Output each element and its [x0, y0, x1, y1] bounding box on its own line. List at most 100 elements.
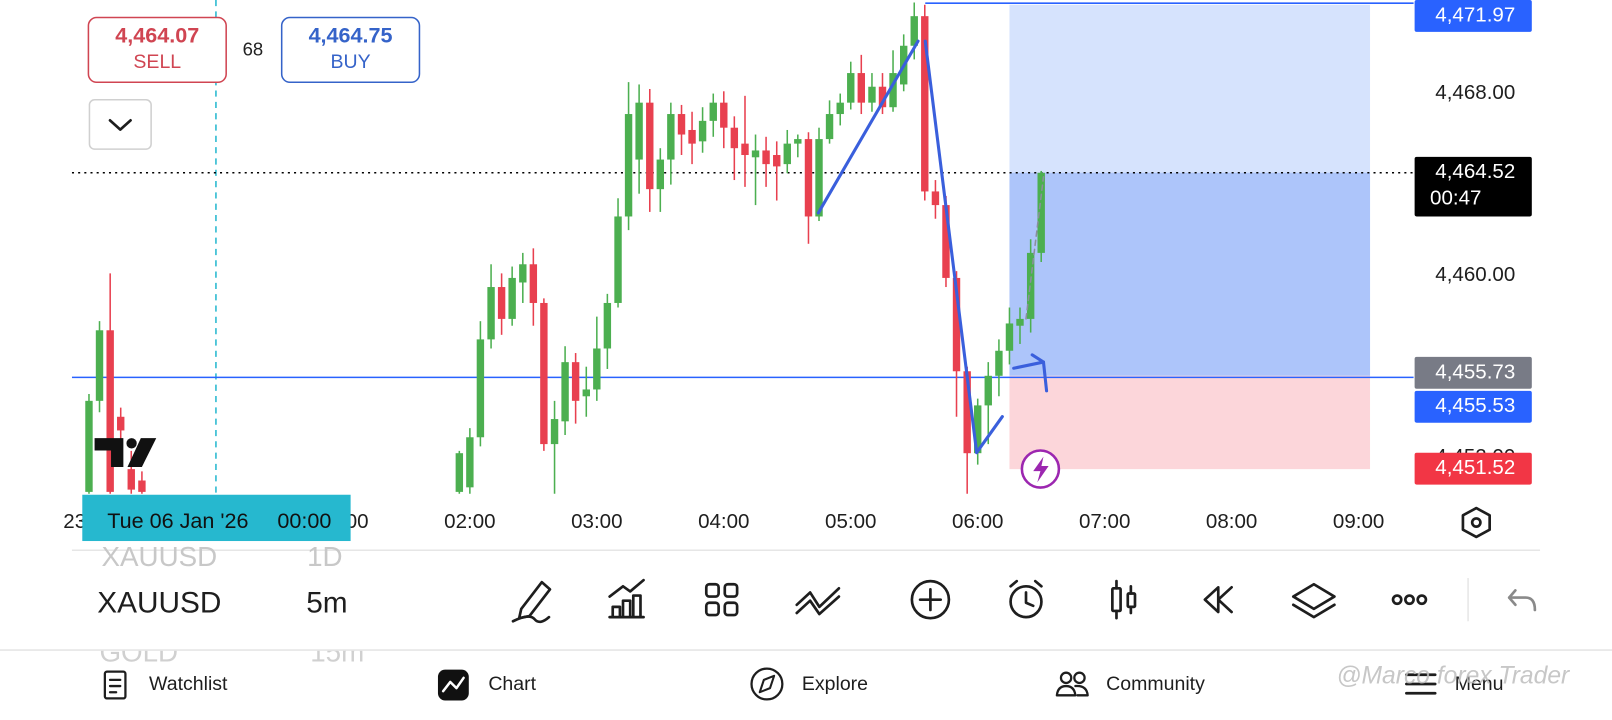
price-tag-label: 4,455.53 [1435, 394, 1515, 417]
price-tag [1414, 356, 1532, 389]
candle-body [95, 330, 104, 401]
candle-body [593, 348, 601, 390]
countdown: 00:47 [1430, 186, 1481, 209]
price-tag-label: 4,455.73 [1435, 360, 1515, 383]
x-tick-label: 04:00 [698, 510, 749, 533]
draw-tool[interactable] [511, 580, 552, 624]
price-lines [71, 2, 1414, 379]
symbol-picker[interactable]: XAUUSD 1D XAUUSD 5m GOLD 15m [61, 541, 473, 668]
candle-body [582, 389, 590, 397]
x-tick-label: 08:00 [1206, 510, 1257, 533]
nav-label: Chart [488, 673, 536, 695]
candle-body [529, 264, 538, 303]
candle-body [550, 419, 559, 445]
y-tick-label: 4,460.00 [1435, 263, 1515, 286]
buy-button[interactable] [280, 16, 421, 84]
price-tags: 4,471.97 4,464.52 00:47 4,455.73 4,455.53 4,4… [1414, 0, 1532, 485]
crosshair-time: 00:00 [277, 508, 331, 533]
sell-label: SELL [133, 51, 181, 73]
candle-body [603, 302, 612, 349]
buy-price: 4,464.75 [309, 23, 393, 48]
symbol: XAUUSD [97, 587, 221, 620]
nav-menu[interactable]: Menu [1405, 673, 1504, 695]
add-tool[interactable] [910, 579, 951, 620]
candle-body [974, 405, 982, 454]
replay-tool[interactable] [1203, 585, 1233, 614]
x-tick-label: 06:00 [952, 510, 1003, 533]
undo-tool[interactable] [1507, 589, 1537, 612]
candle-body [931, 191, 940, 206]
trend-line [975, 415, 1004, 455]
candle-body [624, 114, 633, 217]
trend-line [923, 39, 979, 455]
interval: 1D [307, 541, 342, 572]
settings-icon[interactable] [1461, 506, 1491, 539]
objects-tool[interactable] [1291, 582, 1336, 619]
candle-body [836, 102, 844, 115]
candle-body [751, 150, 760, 158]
nav-community[interactable]: Community [1055, 671, 1205, 697]
candle-body [730, 127, 739, 149]
candle-body [804, 139, 813, 217]
price-tag [1414, 156, 1532, 217]
spread: 68 [243, 38, 264, 59]
nav-chart[interactable]: Chart [437, 669, 537, 701]
collapse-button[interactable] [88, 98, 152, 150]
candle-body [720, 102, 728, 128]
arrow [1012, 360, 1046, 370]
trend-line [816, 39, 920, 215]
candle-body [519, 264, 527, 283]
candle-body [455, 453, 464, 492]
patterns-tool[interactable] [795, 587, 841, 616]
alert-tool[interactable] [1009, 579, 1043, 619]
nav-label: Community [1106, 673, 1205, 695]
candle-body [921, 16, 929, 192]
candle-body [476, 339, 485, 438]
candle-body [963, 371, 971, 454]
candle-body [942, 205, 950, 278]
candle-body [656, 159, 665, 190]
watermark: @Marco forex Trader [1336, 662, 1571, 689]
x-tick-label: 05:00 [825, 510, 876, 533]
candle-body [138, 480, 146, 492]
x-tick-label: 02:00 [444, 510, 495, 533]
x-tick-label: 07:00 [1079, 510, 1130, 533]
lightning-button[interactable] [1020, 449, 1061, 489]
candle-body [698, 120, 707, 142]
loss-zone [1009, 375, 1371, 470]
profit-filled [1009, 172, 1371, 376]
axes: 4,468.004,460.004,452.0023:0001:0002:000… [63, 81, 1515, 542]
candle-body [762, 150, 770, 165]
nav-label: Menu [1455, 673, 1504, 695]
indicators-tool[interactable] [608, 578, 645, 619]
price-tag [1414, 452, 1532, 485]
y-tick-label: 4,468.00 [1435, 81, 1515, 104]
candles [85, 2, 1045, 494]
crosshair-label [82, 494, 351, 542]
nav-explore[interactable]: Explore [750, 667, 869, 701]
nav-label: Watchlist [149, 673, 228, 695]
nav-watchlist[interactable]: Watchlist [103, 670, 228, 700]
more-tool[interactable] [1391, 594, 1428, 606]
candle-body [466, 437, 474, 488]
price-tag [1414, 0, 1532, 32]
candle-body [106, 330, 114, 492]
crosshair-date: Tue 06 Jan '26 [107, 508, 248, 533]
arrow-head [1030, 353, 1049, 393]
candle-body [995, 350, 1003, 376]
candle-body [667, 114, 675, 160]
candle-body [741, 143, 749, 156]
layouts-tool[interactable] [704, 582, 739, 617]
candle-body [646, 102, 654, 190]
candle-body [561, 362, 569, 422]
candle-body [825, 114, 834, 140]
chart-type-tool[interactable] [1111, 579, 1137, 620]
candle-body [868, 86, 876, 103]
price-tag-label: 4,451.52 [1435, 456, 1515, 479]
sell-button[interactable] [87, 16, 227, 84]
tv-logo [94, 438, 157, 467]
candle-body [878, 86, 887, 108]
candle-body [952, 277, 961, 372]
candle-body [984, 375, 992, 406]
